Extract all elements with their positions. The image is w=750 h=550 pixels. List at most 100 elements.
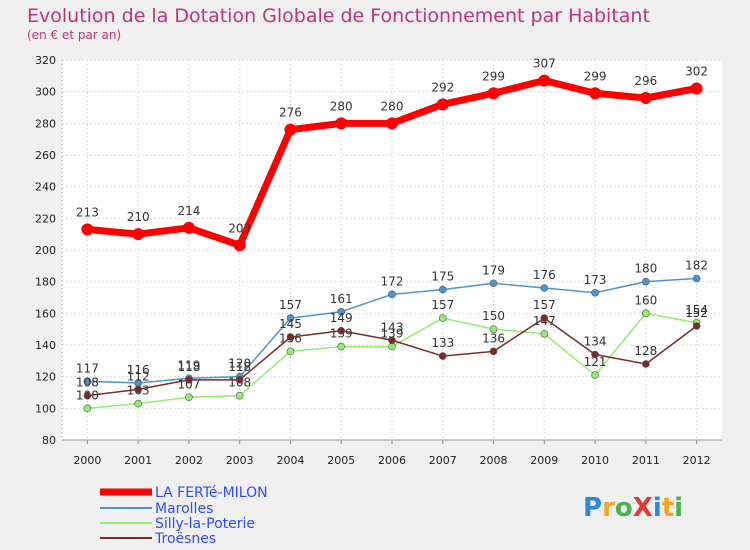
data-point — [540, 314, 549, 322]
data-point — [642, 360, 650, 368]
data-point — [284, 123, 297, 136]
data-point — [388, 290, 396, 299]
data-point — [692, 322, 701, 330]
data-point — [591, 371, 599, 379]
data-label: 280 — [330, 99, 353, 113]
x-tick-label: 2003 — [226, 454, 254, 467]
data-label: 149 — [330, 311, 353, 325]
y-tick-label: 160 — [35, 307, 56, 320]
data-label: 299 — [584, 69, 607, 83]
legend-label: LA FERTé-MILON — [155, 485, 268, 501]
chart-title: Evolution de la Dotation Globale de Fonc… — [27, 5, 650, 27]
data-label: 161 — [330, 292, 353, 306]
x-tick-label: 2006 — [378, 454, 406, 467]
series-4: 108 112 118 118 145 149 143 133 136 157 134 128 152 — [76, 298, 708, 400]
data-point — [132, 228, 145, 241]
data-point — [690, 82, 703, 95]
y-tick-label: 220 — [35, 212, 56, 225]
x-tick-label: 2012 — [683, 454, 711, 467]
data-point — [639, 92, 652, 104]
y-tick-label: 120 — [35, 371, 56, 384]
y-tick-label: 260 — [35, 149, 56, 162]
data-point — [337, 342, 346, 351]
y-tick-label: 320 — [35, 54, 56, 67]
data-label: 152 — [685, 306, 708, 320]
data-point — [335, 117, 348, 130]
legend-label: Marolles — [155, 501, 213, 517]
y-tick-label: 140 — [35, 339, 56, 352]
data-point — [692, 274, 701, 283]
y-tick-label: 200 — [35, 244, 56, 257]
data-point — [591, 350, 599, 359]
data-label: 108 — [76, 376, 99, 390]
data-point — [489, 347, 498, 356]
data-label: 117 — [76, 361, 99, 375]
data-point — [185, 376, 193, 384]
y-tick-label: 240 — [35, 181, 56, 194]
data-label: 214 — [177, 204, 200, 218]
x-tick-label: 2005 — [327, 454, 355, 467]
data-point — [642, 277, 650, 286]
data-label: 180 — [634, 262, 657, 276]
data-point — [388, 336, 396, 345]
data-point — [591, 288, 599, 297]
data-label: 160 — [634, 293, 657, 307]
data-label: 133 — [431, 336, 454, 350]
data-label: 292 — [431, 80, 454, 94]
data-label: 276 — [279, 106, 302, 120]
data-point — [337, 307, 346, 316]
y-tick-label: 80 — [42, 434, 56, 447]
data-label: 280 — [381, 99, 404, 113]
data-label: 139 — [381, 327, 404, 341]
data-point — [438, 285, 447, 294]
data-label: 143 — [381, 320, 404, 334]
data-point — [286, 347, 295, 356]
data-point — [642, 309, 650, 318]
proxiti-logo: ProXiti — [583, 493, 683, 523]
data-point — [489, 279, 498, 288]
data-label: 119 — [177, 358, 200, 372]
data-label: 134 — [584, 335, 607, 349]
data-point — [81, 223, 94, 236]
chart-subtitle: (en € et par an) — [27, 28, 121, 42]
x-tick-label: 2009 — [530, 454, 558, 467]
data-label: 210 — [127, 210, 150, 224]
brand-text: ProXiti — [583, 493, 683, 523]
data-label: 157 — [533, 298, 556, 312]
data-point — [386, 117, 398, 130]
data-label: 120 — [228, 357, 251, 371]
data-point — [540, 330, 549, 338]
data-label: 172 — [381, 274, 404, 288]
y-tick-label: 180 — [35, 276, 56, 289]
data-label: 112 — [127, 369, 150, 383]
data-label: 299 — [482, 69, 505, 83]
legend-label: Silly-la-Poterie — [155, 516, 255, 532]
x-tick-label: 2011 — [632, 454, 660, 467]
data-point — [538, 74, 551, 87]
data-label: 121 — [584, 355, 607, 369]
y-tick-label: 300 — [35, 86, 56, 99]
legend: LA FERTé-MILONMarollesSilly-la-PoterieTr… — [100, 485, 268, 547]
data-point — [438, 352, 447, 360]
y-tick-label: 280 — [35, 117, 56, 130]
data-label: 157 — [279, 298, 302, 312]
data-point — [182, 221, 195, 234]
data-label: 157 — [431, 298, 454, 312]
data-point — [438, 314, 447, 322]
data-label: 182 — [685, 259, 708, 273]
data-point — [388, 342, 396, 351]
x-tick-label: 2010 — [581, 454, 609, 467]
data-point — [185, 393, 193, 402]
data-label: 150 — [482, 309, 505, 323]
series-3: 100103107108136139139157150147121160154 — [76, 293, 708, 413]
data-label: 154 — [685, 303, 708, 317]
data-label: 302 — [685, 65, 708, 79]
series-1: 213 210 214 203 276 280 280 292 299 307 299 296 302 — [76, 57, 708, 252]
data-label: 213 — [76, 205, 99, 219]
data-point — [134, 399, 142, 408]
data-point — [337, 326, 346, 335]
data-point — [134, 385, 142, 394]
data-point — [235, 376, 244, 384]
data-label: 175 — [431, 270, 454, 284]
